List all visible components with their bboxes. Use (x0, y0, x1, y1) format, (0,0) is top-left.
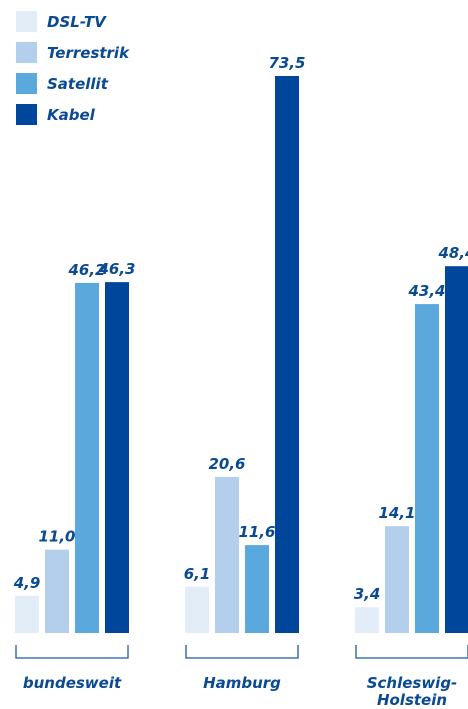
value-label-bundesweit-satellit: 46,2 (67, 261, 105, 279)
value-label-schleswig-holstein-terrestrik: 14,1 (378, 504, 415, 522)
category-label-line: Hamburg (203, 674, 281, 692)
legend-label-terrestrik: Terrestrik (47, 44, 130, 62)
category-label-hamburg: Hamburg (203, 674, 281, 692)
value-label-hamburg-kabel: 73,5 (268, 54, 305, 72)
value-label-hamburg-terrestrik: 20,6 (208, 455, 245, 473)
category-label-schleswig-holstein: Schleswig-Holstein (367, 674, 458, 709)
category-labels: bundesweit Hamburg Schleswig-Holstein (23, 674, 457, 709)
value-label-bundesweit-dsl-tv: 4,9 (13, 574, 41, 592)
value-label-bundesweit-kabel: 46,3 (97, 260, 135, 278)
bar-hamburg-satellit (245, 545, 269, 633)
bar-schleswig-holstein-kabel (445, 266, 468, 633)
legend-swatch-satellit (16, 73, 37, 94)
bar-bundesweit-dsl-tv (15, 595, 39, 633)
legend-swatch-kabel (16, 104, 37, 125)
category-label-line: bundesweit (23, 674, 122, 692)
bar-schleswig-holstein-dsl-tv (355, 607, 379, 633)
bars (15, 76, 468, 633)
category-label-line: Schleswig- (367, 674, 458, 692)
bar-hamburg-dsl-tv (185, 586, 209, 633)
legend-swatch-dsl-tv (16, 11, 37, 32)
value-label-schleswig-holstein-kabel: 48,4 (437, 244, 468, 262)
bar-bundesweit-kabel (105, 282, 129, 633)
bar-bundesweit-terrestrik (45, 549, 69, 633)
bar-schleswig-holstein-satellit (415, 304, 439, 633)
bar-hamburg-terrestrik (215, 476, 239, 633)
value-label-schleswig-holstein-satellit: 43,4 (407, 282, 445, 300)
bar-bundesweit-satellit (75, 282, 99, 633)
category-brackets (15, 645, 468, 659)
bar-schleswig-holstein-terrestrik (385, 526, 409, 633)
bar-hamburg-kabel (275, 76, 299, 633)
value-label-bundesweit-terrestrik: 11,0 (38, 528, 75, 546)
value-label-hamburg-satellit: 11,6 (238, 523, 275, 541)
value-label-hamburg-dsl-tv: 6,1 (184, 565, 211, 583)
value-labels: 4,9 11,0 46,246,3 6,1 20,6 11,6 73,5 3,4 14,1 43,… (13, 54, 468, 603)
legend-swatch-terrestrik (16, 42, 37, 63)
bracket-hamburg (185, 645, 299, 659)
legend-label-dsl-tv: DSL-TV (47, 13, 107, 31)
value-label-schleswig-holstein-dsl-tv: 3,4 (354, 585, 381, 603)
legend: DSL-TV Terrestrik Satellit Kabel (16, 11, 130, 125)
category-label-line: Holstein (377, 691, 447, 709)
bracket-schleswig-holstein (355, 645, 468, 659)
legend-label-kabel: Kabel (47, 106, 96, 124)
legend-label-satellit: Satellit (47, 75, 109, 93)
category-label-bundesweit: bundesweit (23, 674, 122, 692)
bracket-bundesweit (15, 645, 129, 659)
